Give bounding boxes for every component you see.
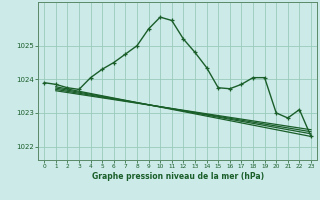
X-axis label: Graphe pression niveau de la mer (hPa): Graphe pression niveau de la mer (hPa) (92, 172, 264, 181)
